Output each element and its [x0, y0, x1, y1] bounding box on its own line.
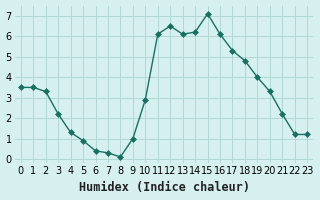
X-axis label: Humidex (Indice chaleur): Humidex (Indice chaleur)	[78, 181, 250, 194]
